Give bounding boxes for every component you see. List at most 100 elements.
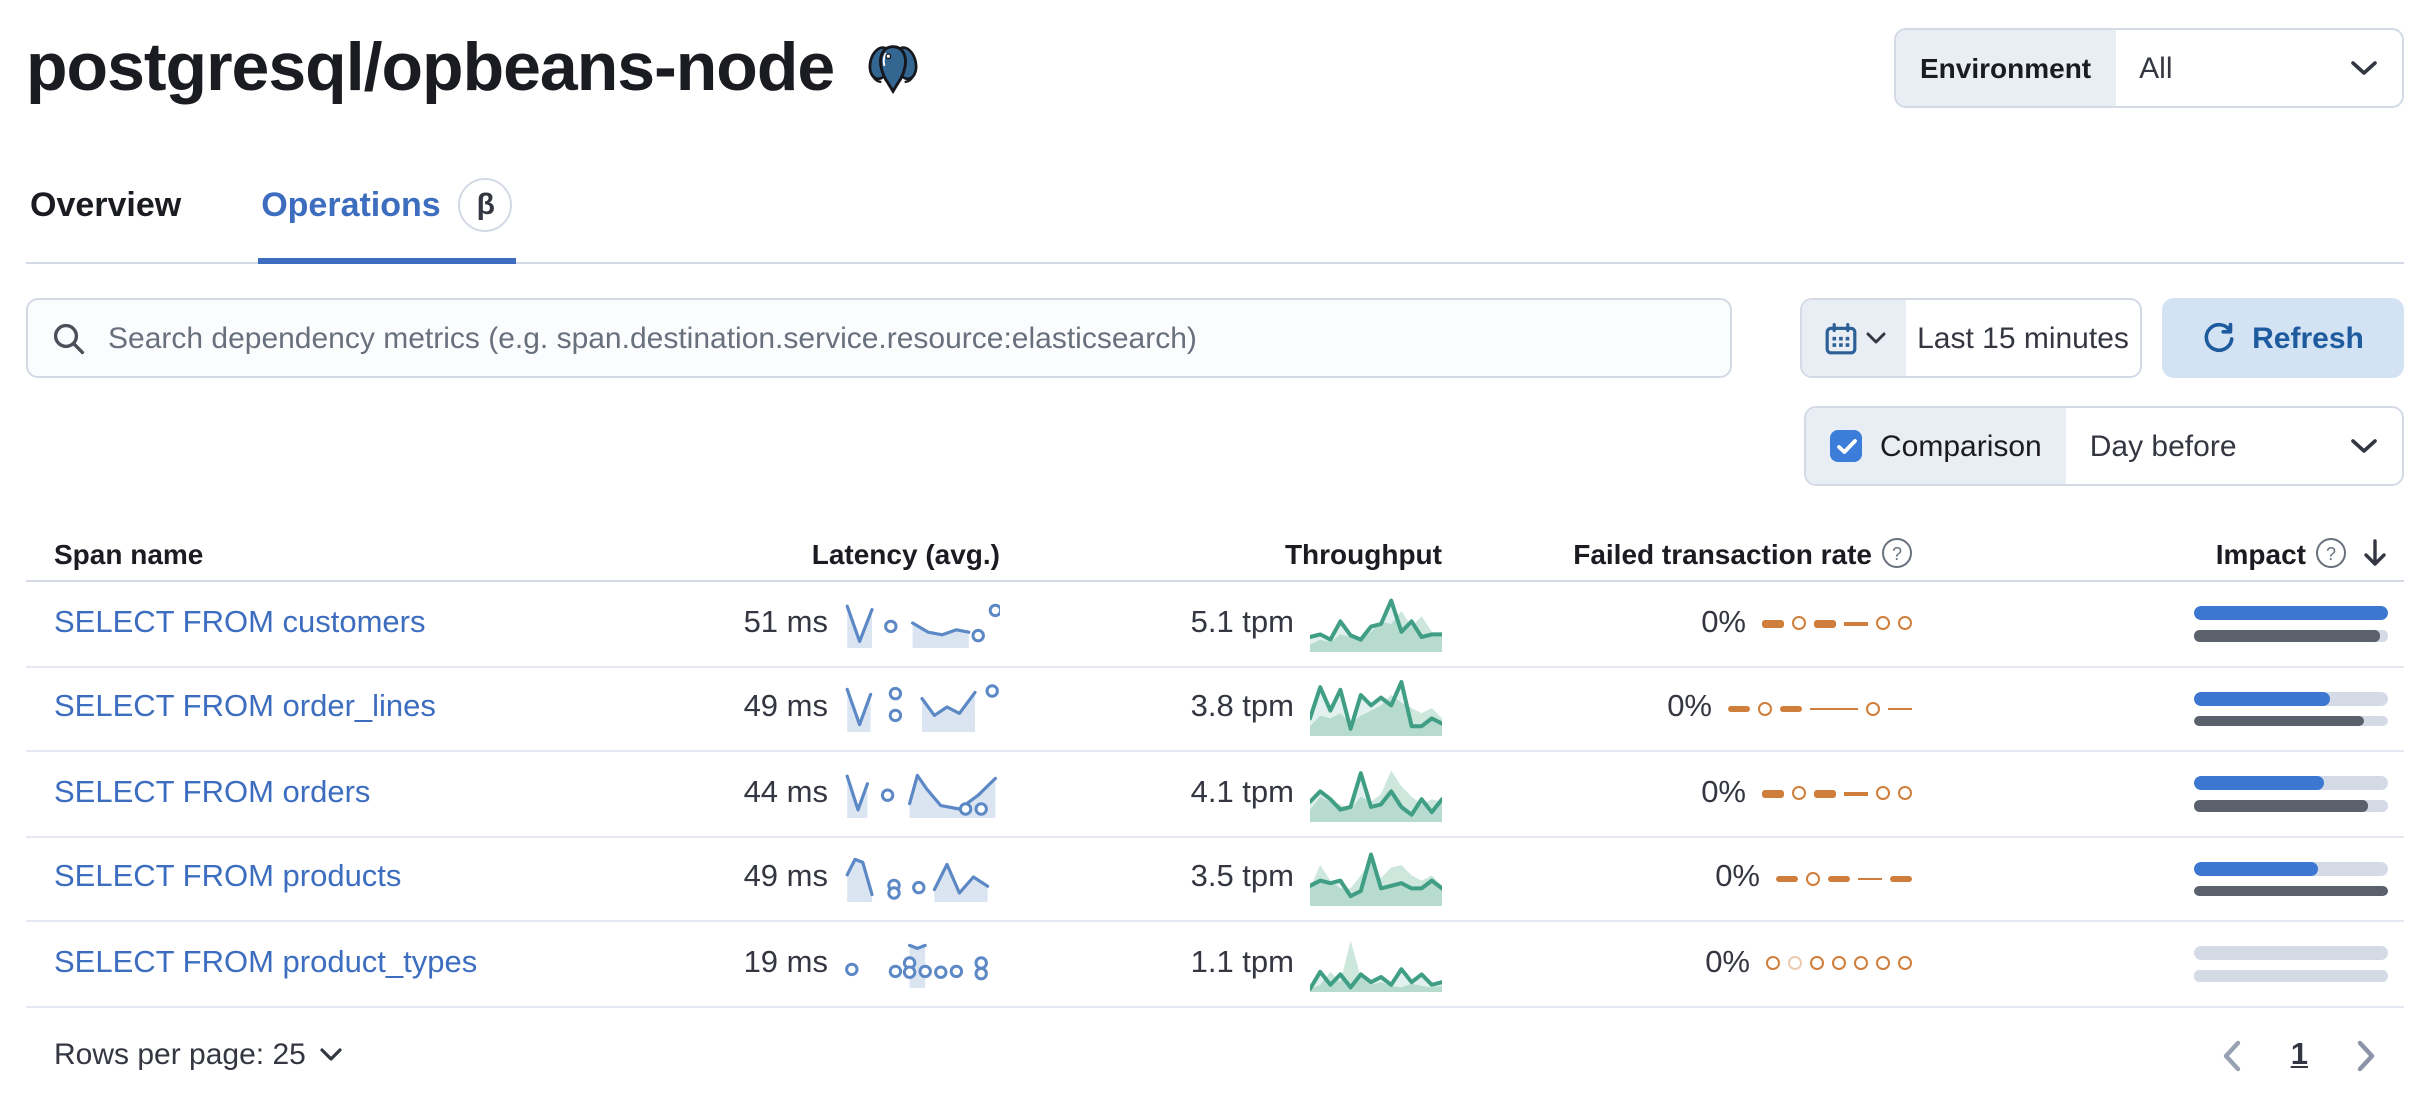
failed-rate-sparkline xyxy=(1766,956,1912,971)
time-controls: Last 15 minutes Refresh xyxy=(1800,298,2404,378)
throughput-sparkline xyxy=(1310,934,1442,994)
latency-value: 51 ms xyxy=(743,605,828,640)
page-number[interactable]: 1 xyxy=(2290,1037,2308,1071)
impact-bar-current xyxy=(2194,946,2388,960)
failed-rate-mark xyxy=(1890,875,1912,882)
failed-rate-value: 0% xyxy=(1705,945,1750,980)
impact-cell xyxy=(2194,691,2388,726)
failed-rate-mark xyxy=(1876,786,1890,801)
failed-rate-mark xyxy=(1728,705,1750,712)
impact-bar-previous xyxy=(2194,800,2388,811)
question-icon[interactable]: ? xyxy=(2316,538,2346,568)
latency-sparkline xyxy=(844,938,1000,990)
tab-overview[interactable]: Overview xyxy=(26,152,185,264)
date-picker[interactable]: Last 15 minutes xyxy=(1800,298,2142,378)
tab-operations[interactable]: Operations β xyxy=(257,152,517,264)
failed-rate-mark xyxy=(1844,792,1868,795)
latency-value: 44 ms xyxy=(743,775,828,810)
impact-bar-current xyxy=(2194,691,2388,705)
comparison-checkbox[interactable] xyxy=(1830,430,1862,462)
date-picker-quick-menu[interactable] xyxy=(1802,300,1906,376)
refresh-label: Refresh xyxy=(2252,321,2364,355)
failed-rate-value: 0% xyxy=(1715,860,1760,895)
environment-value: All xyxy=(2139,51,2173,85)
failed-rate-mark xyxy=(1810,707,1858,710)
tab-bar: Overview Operations β xyxy=(26,152,2404,264)
failed-rate-value: 0% xyxy=(1667,690,1712,725)
throughput-sparkline xyxy=(1310,594,1442,654)
search-input[interactable] xyxy=(104,319,1706,357)
impact-cell xyxy=(2194,861,2388,896)
rows-per-page-label: Rows per page: 25 xyxy=(54,1038,306,1072)
throughput-value: 5.1 tpm xyxy=(1190,605,1294,640)
throughput-sparkline xyxy=(1310,764,1442,824)
search-icon xyxy=(52,321,86,355)
impact-cell xyxy=(2194,606,2388,641)
comparison-select[interactable]: Day before xyxy=(2066,408,2402,484)
span-link[interactable]: SELECT FROM customers xyxy=(54,605,426,640)
table-row: SELECT FROM product_types 19 ms 1.1 tpm … xyxy=(26,922,2404,1007)
failed-rate-value: 0% xyxy=(1701,605,1746,640)
comparison-row: Comparison Day before xyxy=(26,406,2404,486)
failed-rate-mark xyxy=(1762,620,1784,627)
throughput-value: 3.8 tpm xyxy=(1190,690,1294,725)
failed-rate-mark xyxy=(1898,616,1912,631)
failed-rate-sparkline xyxy=(1776,871,1912,886)
impact-bar-current xyxy=(2194,776,2388,790)
operations-table: Span name Latency (avg.) Throughput Fail… xyxy=(26,526,2404,1007)
impact-cell xyxy=(2194,946,2388,981)
failed-rate-value: 0% xyxy=(1701,775,1746,810)
failed-rate-mark xyxy=(1762,790,1784,797)
column-impact[interactable]: Impact ? xyxy=(1912,537,2404,569)
question-icon[interactable]: ? xyxy=(1882,538,1912,568)
column-failed-rate[interactable]: Failed transaction rate ? xyxy=(1442,537,1912,569)
title-wrap: postgresql/opbeans-node xyxy=(26,29,924,107)
span-link[interactable]: SELECT FROM products xyxy=(54,860,402,895)
chevron-down-icon xyxy=(2350,438,2378,454)
failed-rate-sparkline xyxy=(1762,786,1912,801)
tab-operations-label: Operations xyxy=(261,185,441,223)
latency-sparkline xyxy=(844,598,1000,650)
table-row: SELECT FROM orders 44 ms 4.1 tpm 0% xyxy=(26,752,2404,837)
chevron-down-icon xyxy=(2350,60,2378,76)
beta-badge: β xyxy=(458,178,513,232)
throughput-value: 3.5 tpm xyxy=(1190,860,1294,895)
rows-per-page-button[interactable]: Rows per page: 25 xyxy=(54,1038,342,1072)
column-throughput[interactable]: Throughput xyxy=(1284,537,1442,569)
span-link[interactable]: SELECT FROM order_lines xyxy=(54,690,436,725)
column-latency[interactable]: Latency (avg.) xyxy=(811,537,1000,569)
failed-rate-sparkline xyxy=(1728,701,1912,716)
failed-rate-mark xyxy=(1814,790,1836,797)
pagination-bar: Rows per page: 25 1 xyxy=(26,1037,2404,1073)
calendar-icon xyxy=(1823,321,1857,355)
failed-rate-mark xyxy=(1806,871,1820,886)
failed-rate-mark xyxy=(1858,877,1882,880)
failed-rate-mark xyxy=(1888,707,1912,710)
failed-rate-mark xyxy=(1758,701,1772,716)
table-row: SELECT FROM order_lines 49 ms 3.8 tpm 0% xyxy=(26,667,2404,752)
chevron-down-icon xyxy=(1865,332,1885,344)
comparison-label: Comparison xyxy=(1880,429,2042,463)
time-range-value[interactable]: Last 15 minutes xyxy=(1917,321,2129,355)
failed-rate-mark xyxy=(1780,705,1802,712)
chevron-right-icon[interactable] xyxy=(2356,1039,2376,1071)
latency-value: 19 ms xyxy=(743,945,828,980)
impact-bar-previous xyxy=(2194,630,2388,641)
environment-select[interactable]: Environment All xyxy=(1894,28,2404,108)
span-link[interactable]: SELECT FROM orders xyxy=(54,775,371,810)
failed-rate-mark xyxy=(1876,956,1890,971)
sort-descending-icon xyxy=(2362,538,2388,568)
span-link[interactable]: SELECT FROM product_types xyxy=(54,945,478,980)
impact-bar-previous xyxy=(2194,885,2388,896)
comparison-control: Comparison Day before xyxy=(1804,406,2404,486)
failed-rate-mark xyxy=(1876,616,1890,631)
failed-rate-mark xyxy=(1854,956,1868,971)
refresh-button[interactable]: Refresh xyxy=(2162,298,2404,378)
chevron-left-icon[interactable] xyxy=(2223,1039,2243,1071)
failed-rate-mark xyxy=(1776,875,1798,882)
failed-rate-mark xyxy=(1814,620,1836,627)
failed-rate-mark xyxy=(1766,956,1780,971)
page-title: postgresql/opbeans-node xyxy=(26,29,835,105)
postgresql-elephant-icon xyxy=(862,37,924,99)
